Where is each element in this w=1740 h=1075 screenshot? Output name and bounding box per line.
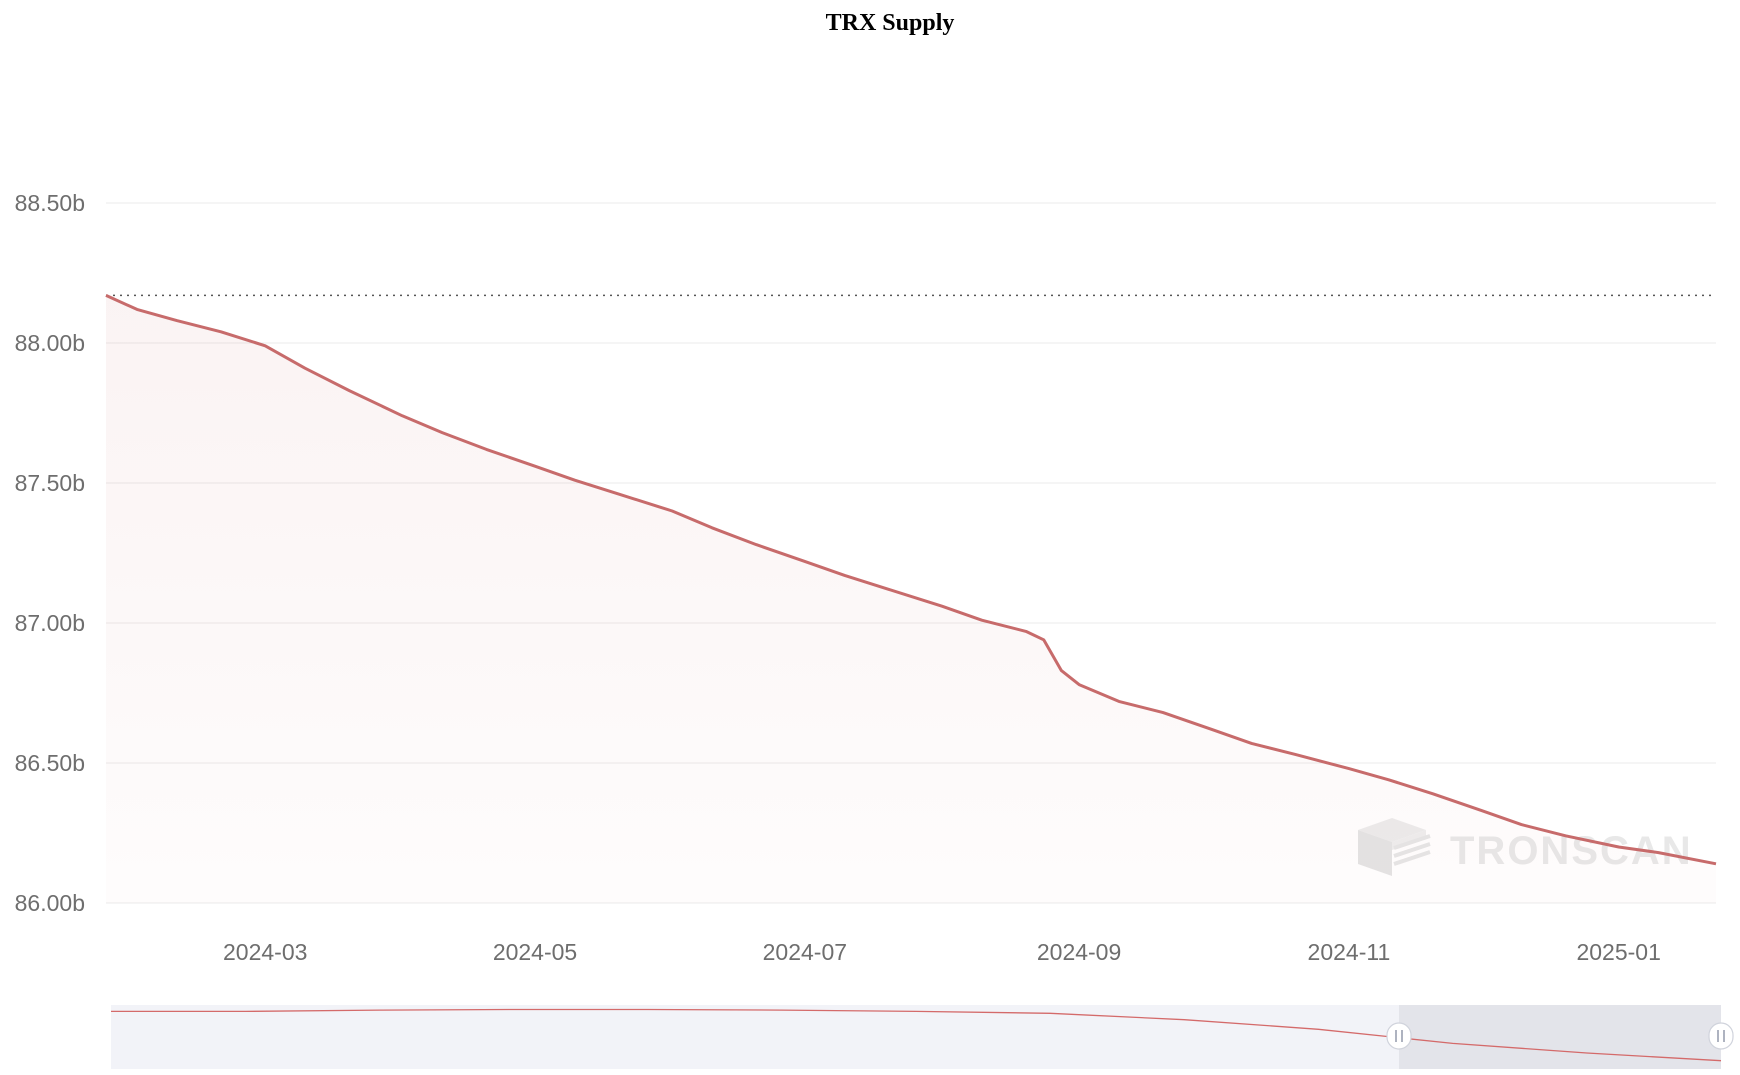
zoom-start-handle[interactable]	[1386, 1022, 1412, 1050]
y-axis: 86.00b 86.50b 87.00b 87.50b 88.00b 88.50b	[15, 190, 85, 916]
x-axis: 2024-03 2024-05 2024-07 2024-09 2024-11 2025-…	[223, 939, 1661, 965]
x-tick-label: 2024-03	[223, 939, 307, 965]
zoom-end-handle[interactable]	[1708, 1022, 1734, 1050]
x-tick-label: 2025-01	[1576, 939, 1660, 965]
drag-handle-icon	[1386, 1022, 1412, 1050]
y-tick-label: 87.00b	[15, 610, 85, 636]
x-tick-label: 2024-07	[763, 939, 847, 965]
x-tick-label: 2024-05	[493, 939, 577, 965]
x-tick-label: 2024-11	[1308, 939, 1391, 965]
y-tick-label: 86.00b	[15, 890, 85, 916]
x-tick-label: 2024-09	[1037, 939, 1121, 965]
y-tick-label: 88.00b	[15, 330, 85, 356]
zoom-overview-line	[111, 1008, 1722, 1062]
y-tick-label: 88.50b	[15, 190, 85, 216]
series-area	[106, 295, 1716, 903]
y-tick-label: 86.50b	[15, 750, 85, 776]
zoom-selected-range	[1399, 1005, 1721, 1069]
chart-title: TRX Supply	[826, 10, 955, 36]
series-line	[105, 294, 1717, 866]
y-tick-label: 87.50b	[15, 470, 85, 496]
data-zoom-slider[interactable]	[111, 1005, 1734, 1069]
drag-handle-icon	[1708, 1022, 1734, 1050]
